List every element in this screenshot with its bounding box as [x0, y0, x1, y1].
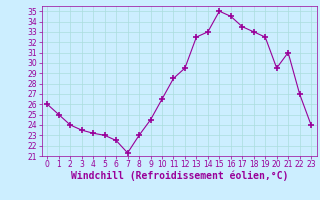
- X-axis label: Windchill (Refroidissement éolien,°C): Windchill (Refroidissement éolien,°C): [70, 171, 288, 181]
